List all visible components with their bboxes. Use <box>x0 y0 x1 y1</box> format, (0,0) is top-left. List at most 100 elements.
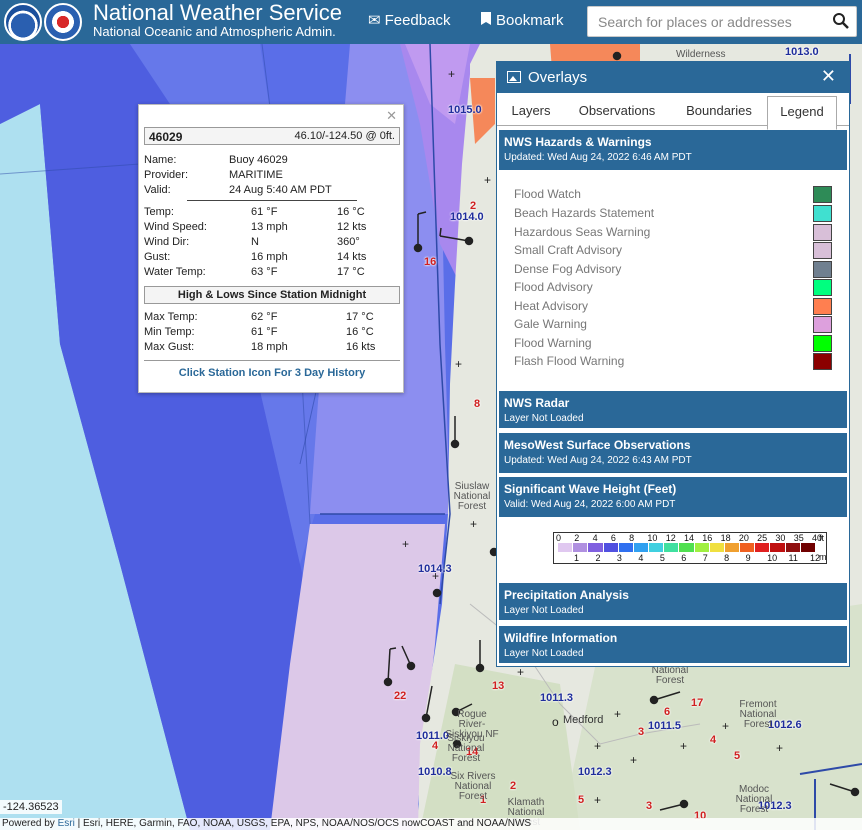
place-label: Six Rivers National Forest <box>450 771 496 802</box>
temp-label: 3 <box>646 800 653 812</box>
temp-label: 1 <box>480 794 487 806</box>
esri-link[interactable]: Esri <box>57 818 75 829</box>
place-label: Medford <box>563 714 604 726</box>
temp-label: 5 <box>734 750 741 762</box>
legend-label: Small Craft Advisory <box>514 243 623 257</box>
tab-boundaries[interactable]: Boundaries <box>686 103 752 118</box>
wildfire-section-header[interactable]: Wildfire Information Layer Not Loaded <box>499 626 847 663</box>
station-marker[interactable]: + <box>594 793 602 807</box>
legend-swatch <box>813 205 832 222</box>
place-label: Modoc National Forest <box>735 784 773 815</box>
search-input[interactable] <box>588 7 828 36</box>
panel-tabs: Layers Observations Boundaries Legend <box>497 93 849 130</box>
tab-layers[interactable]: Layers <box>511 103 551 118</box>
name-label: Name: <box>144 154 177 166</box>
wave-ft-tick: 6 <box>610 533 616 543</box>
section-title: Significant Wave Height (Feet) <box>504 482 677 496</box>
section-title: MesoWest Surface Observations <box>504 438 691 452</box>
hilo-row: Max Temp: 62 °F 17 °C <box>144 311 400 325</box>
temp-label: 2 <box>470 200 477 212</box>
legend-swatch <box>813 353 832 370</box>
station-marker[interactable]: + <box>594 739 602 753</box>
wave-color-step <box>603 543 619 552</box>
wave-ft-tick: 2 <box>574 533 580 543</box>
wave-height-section-header[interactable]: Significant Wave Height (Feet) Valid: We… <box>499 477 847 517</box>
noaa-logo[interactable] <box>4 3 42 41</box>
station-marker[interactable]: + <box>776 741 784 755</box>
tab-legend[interactable]: Legend <box>767 96 837 130</box>
wave-ft-tick: 30 <box>775 533 786 543</box>
station-location: 46.10/-124.50 @ 0ft. <box>294 130 395 142</box>
feedback-button[interactable]: ✉ Feedback <box>368 11 451 30</box>
legend-label: Dense Fog Advisory <box>514 262 622 276</box>
wave-ft-tick: 14 <box>684 533 695 543</box>
wave-color-step <box>558 543 574 552</box>
station-marker[interactable]: + <box>630 753 638 767</box>
station-marker[interactable]: + <box>517 665 525 679</box>
pressure-label: 1010.8 <box>418 766 452 778</box>
tab-observations[interactable]: Observations <box>578 103 656 118</box>
app-header: National Weather Service National Oceani… <box>0 0 862 44</box>
wave-m-tick: 10 <box>767 553 778 563</box>
station-marker[interactable]: + <box>402 537 410 551</box>
legend-label: Heat Advisory <box>514 299 589 313</box>
section-subtitle: Layer Not Loaded <box>504 605 584 616</box>
name-value: Buoy 46029 <box>229 154 288 166</box>
station-marker[interactable]: + <box>470 517 478 531</box>
temp-label: 4 <box>710 734 717 746</box>
temp-label: 14 <box>466 746 479 758</box>
coordinate-readout: -124.36523 <box>0 800 62 814</box>
attribution-text: | Esri, HERE, Garmin, FAO, NOAA, USGS, E… <box>74 818 532 829</box>
hilo-value: 61 °F <box>251 326 278 338</box>
legend-label: Flood Watch <box>514 187 581 201</box>
pressure-label: 1011.5 <box>648 720 682 732</box>
legend-label: Gale Warning <box>514 317 587 331</box>
wave-color-step <box>618 543 634 552</box>
wave-m-tick: 1 <box>574 553 580 563</box>
station-id: 46029 <box>149 130 183 144</box>
wave-m-tick: 12 <box>810 553 821 563</box>
station-marker[interactable]: o <box>552 715 559 729</box>
section-title: Wildfire Information <box>504 631 618 645</box>
wave-ft-unit: ft <box>819 533 825 543</box>
obs-row: Gust: 16 mph 14 kts <box>144 251 400 265</box>
station-marker[interactable]: + <box>484 173 492 187</box>
pressure-label: 1012.3 <box>758 800 792 812</box>
station-marker[interactable]: + <box>680 739 688 753</box>
bookmark-button[interactable]: Bookmark <box>480 11 564 30</box>
nws-logo[interactable] <box>44 3 82 41</box>
wave-m-tick: 11 <box>788 553 798 563</box>
valid-value: 24 Aug 5:40 AM PDT <box>229 184 332 196</box>
wave-color-step <box>785 543 801 552</box>
section-subtitle: Layer Not Loaded <box>504 648 584 659</box>
obs-value: 63 °F <box>251 266 278 278</box>
wave-color-step <box>770 543 786 552</box>
precip-section-header[interactable]: Precipitation Analysis Layer Not Loaded <box>499 583 847 620</box>
obs-value: 13 mph <box>251 221 288 233</box>
station-marker[interactable]: + <box>432 569 440 583</box>
feedback-label: Feedback <box>384 11 451 29</box>
wave-color-step <box>724 543 741 552</box>
history-link[interactable]: Click Station Icon For 3 Day History <box>178 367 366 379</box>
valid-label: Valid: <box>144 184 171 196</box>
obs-label: Wind Speed: <box>144 221 207 233</box>
close-icon[interactable]: ✕ <box>386 108 397 123</box>
obs-value: 61 °F <box>251 206 278 218</box>
divider <box>144 360 400 361</box>
mesowest-section-header[interactable]: MesoWest Surface Observations Updated: W… <box>499 433 847 473</box>
obs-value: N <box>251 236 259 248</box>
hazards-section-header[interactable]: NWS Hazards & Warnings Updated: Wed Aug … <box>499 130 847 170</box>
radar-section-header[interactable]: NWS Radar Layer Not Loaded <box>499 391 847 428</box>
station-marker[interactable]: + <box>722 719 730 733</box>
section-title: Precipitation Analysis <box>504 588 629 602</box>
hilo-value: 18 mph <box>251 341 288 353</box>
wave-ft-tick: 20 <box>738 533 749 543</box>
search-icon[interactable] <box>832 12 850 30</box>
temp-label: 2 <box>510 780 517 792</box>
station-marker[interactable]: + <box>455 357 463 371</box>
envelope-icon: ✉ <box>368 12 381 29</box>
station-marker[interactable]: + <box>448 67 456 81</box>
wave-color-step <box>664 543 680 552</box>
close-icon[interactable]: ✕ <box>820 66 836 86</box>
station-marker[interactable]: + <box>614 707 622 721</box>
